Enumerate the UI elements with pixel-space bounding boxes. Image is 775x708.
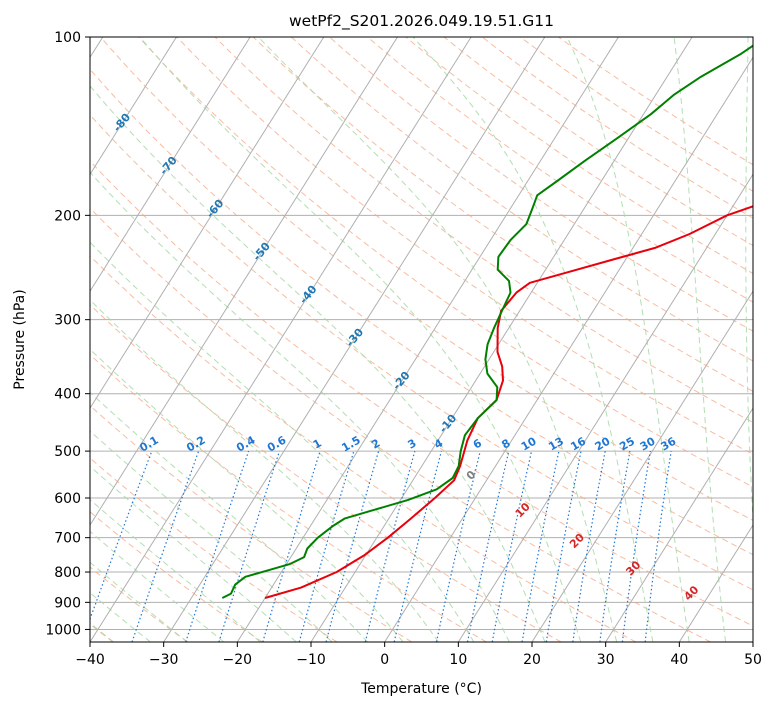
mixing-ratio-line xyxy=(325,450,380,642)
sounding-series xyxy=(221,44,753,599)
isotherm-line xyxy=(310,37,693,642)
x-tick-label: −20 xyxy=(223,652,253,668)
isotherm-line xyxy=(163,37,546,642)
x-tick-label: 40 xyxy=(670,652,688,668)
moist-adiabat-line xyxy=(90,465,297,642)
isotherm-line xyxy=(90,37,177,176)
moist-adiabat-line xyxy=(412,37,654,642)
y-tick-label: 200 xyxy=(54,208,81,224)
dry-adiabat-line xyxy=(100,37,753,521)
dry-adiabat-line xyxy=(90,68,753,556)
isotherms xyxy=(90,37,753,642)
moist-adiabat-line xyxy=(90,348,404,642)
plot-area: 0.10.20.40.611.52346810131620253036-100-… xyxy=(90,37,753,642)
x-tick-label: 50 xyxy=(744,652,762,668)
dry-adiabat-line xyxy=(90,405,413,642)
y-tick-label: 900 xyxy=(54,595,81,611)
dry-adiabat-line xyxy=(90,207,711,642)
y-tick-label: 800 xyxy=(54,565,81,581)
moist-adiabat-line xyxy=(90,391,369,642)
dry-adiabat-line xyxy=(558,37,753,166)
x-tick-label: −40 xyxy=(75,652,105,668)
dry-adiabat-line xyxy=(90,353,487,642)
dewpoint-profile-line xyxy=(221,44,753,599)
isotherm-line xyxy=(90,37,251,293)
y-tick-label: 500 xyxy=(54,444,81,460)
dry-adiabat-line xyxy=(519,37,753,192)
y-axis-title: Pressure (hPa) xyxy=(12,289,28,389)
moist-adiabat-line xyxy=(90,171,510,642)
dry-adiabat-line xyxy=(90,114,753,591)
x-tick-label: 10 xyxy=(449,652,467,668)
dry-adiabat-line xyxy=(214,37,753,424)
dry-adiabat-line xyxy=(405,37,753,275)
mixing-ratio-line xyxy=(599,450,631,642)
mixing-ratio-line xyxy=(644,451,672,642)
moist-adiabat-line xyxy=(566,37,690,642)
mixing-ratio-line xyxy=(466,450,510,642)
mixing-ratio-line xyxy=(393,450,442,642)
mixing-ratio-line xyxy=(131,450,200,642)
moist-adiabat-line xyxy=(90,592,151,642)
isotherm-line xyxy=(384,56,753,642)
dry-adiabat-line xyxy=(481,37,753,219)
mixing-ratio-line xyxy=(621,450,651,642)
mixing-ratio-line xyxy=(218,450,281,642)
moist-adiabat-line xyxy=(90,299,439,642)
dry-adiabat-line xyxy=(90,255,637,642)
chart-title: wetPf2_S201.2026.049.19.51.G11 xyxy=(289,12,554,31)
dry-adiabat-line xyxy=(252,37,753,392)
moist-adiabat-line xyxy=(257,37,618,642)
mixing-ratio-line xyxy=(185,450,250,642)
dry-adiabat-line xyxy=(90,511,263,642)
isotherm-line xyxy=(90,37,472,642)
x-tick-label: 30 xyxy=(597,652,615,668)
x-tick-label: −30 xyxy=(149,652,179,668)
dry-adiabat-line xyxy=(443,37,753,247)
isotherm-line xyxy=(457,173,753,642)
isotherm-line xyxy=(90,37,398,527)
moist-adiabat-line xyxy=(745,37,753,529)
mixing-ratio-line xyxy=(364,450,416,642)
y-tick-label: 700 xyxy=(54,531,81,547)
mixing-ratio-line xyxy=(435,450,481,642)
mixing-ratio-line xyxy=(298,450,355,642)
dry-adiabats xyxy=(90,37,753,642)
y-tick-label: 600 xyxy=(54,491,81,507)
isotherm-line xyxy=(678,524,753,642)
dry-adiabat-line xyxy=(290,37,753,362)
moist-adiabat-line xyxy=(90,430,333,642)
x-tick-label: −10 xyxy=(296,652,326,668)
isotherm-line xyxy=(236,37,619,642)
y-tick-label: 400 xyxy=(54,387,81,403)
x-axis: −40 −30 −20 −10 0 10 20 30 40 50 xyxy=(75,642,762,668)
moist-adiabat-line xyxy=(90,499,261,642)
pressure-gridlines xyxy=(90,37,753,630)
dry-adiabat-line xyxy=(138,37,753,488)
dry-adiabat-line xyxy=(90,304,562,642)
y-tick-label: 1000 xyxy=(45,622,81,638)
y-tick-label: 300 xyxy=(54,313,81,329)
dry-adiabat-line xyxy=(176,37,753,455)
mixing-ratio-line xyxy=(262,450,321,642)
moist-adiabat-line xyxy=(139,37,582,642)
x-tick-label: 0 xyxy=(380,652,389,668)
y-axis: 100 200 300 400 500 600 700 800 900 1000 xyxy=(45,30,90,638)
moist-adiabat-line xyxy=(90,85,546,642)
dry-adiabat-line xyxy=(367,37,753,303)
plot-frame xyxy=(89,36,754,643)
moist-adiabat-line xyxy=(90,530,225,642)
moist-adiabat-line xyxy=(90,561,188,642)
x-tick-label: 20 xyxy=(523,652,541,668)
isotherm-line xyxy=(605,407,753,642)
isotherm-line xyxy=(531,290,753,642)
moist-adiabat-line xyxy=(673,37,727,642)
x-axis-title: Temperature (°C) xyxy=(360,681,482,697)
isotherm-line xyxy=(90,37,325,410)
y-tick-label: 100 xyxy=(54,30,81,46)
